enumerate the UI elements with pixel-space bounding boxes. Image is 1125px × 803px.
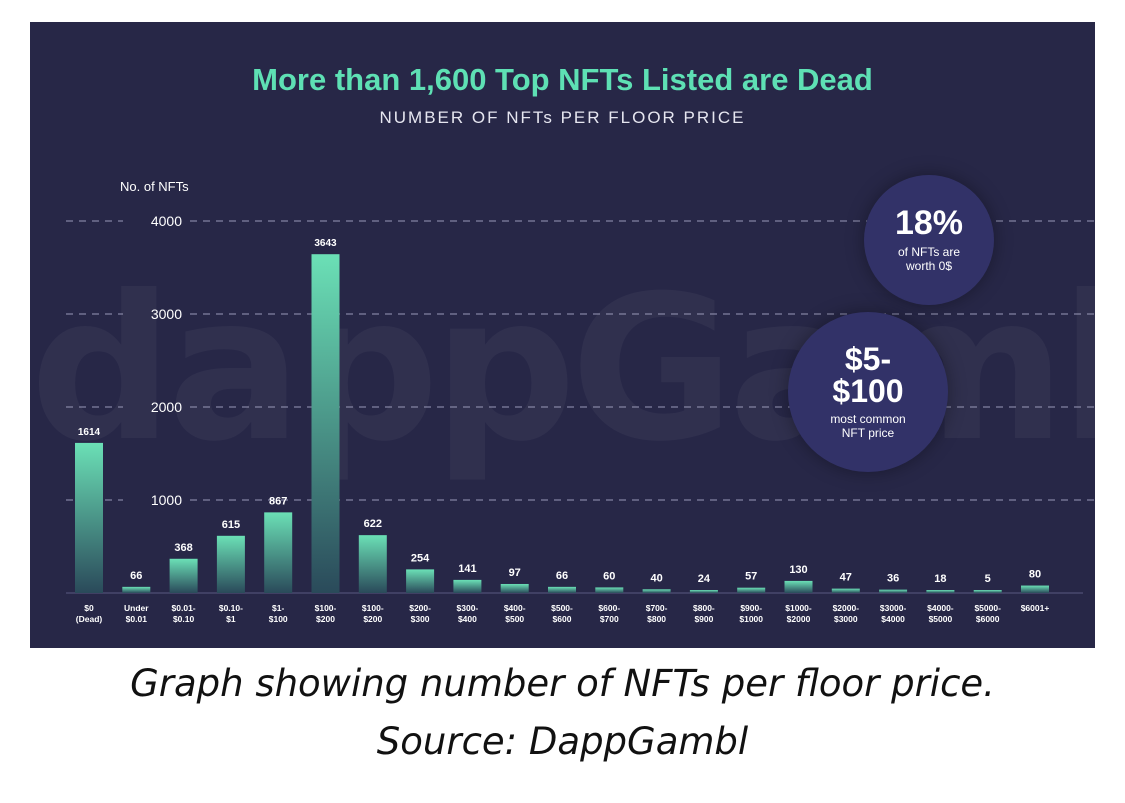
bar-value-label: 18 bbox=[934, 573, 946, 585]
bar-value-label: 130 bbox=[789, 564, 807, 576]
bar bbox=[264, 512, 293, 593]
bar-value-label: 80 bbox=[1029, 569, 1041, 581]
bar-value-label: 622 bbox=[364, 518, 382, 530]
x-tick-label: $4000-$5000 bbox=[927, 603, 954, 624]
bar bbox=[784, 580, 813, 593]
chart: No. of NFTs 1000 2000 3000 4000 1614 $0 (Dead) 6… bbox=[66, 179, 1095, 624]
bar bbox=[879, 589, 908, 593]
bar bbox=[548, 586, 576, 593]
bar bbox=[926, 590, 955, 593]
bar-value-label: 47 bbox=[840, 572, 852, 584]
bar-value-label: 254 bbox=[411, 552, 430, 564]
bar bbox=[169, 558, 198, 593]
x-tick-label: $700-$800 bbox=[646, 603, 668, 624]
chart-subtitle: NUMBER OF NFTs PER FLOOR PRICE bbox=[379, 108, 746, 127]
bar bbox=[216, 535, 245, 593]
callout-text-line: NFT price bbox=[841, 426, 895, 440]
x-tick-label: $800-$900 bbox=[693, 603, 715, 624]
bar bbox=[831, 588, 860, 593]
x-tick-label: $300-$400 bbox=[457, 603, 479, 624]
bar-value-label: 141 bbox=[458, 563, 476, 575]
bar-value-label: 66 bbox=[556, 570, 568, 582]
y-tick-label: 4000 bbox=[151, 213, 182, 229]
bar-value-label: 3643 bbox=[314, 238, 337, 249]
callout-value: 18% bbox=[894, 204, 964, 243]
callout-common-price: $5- $100 most common NFT price bbox=[788, 312, 948, 472]
x-tick-label: $100-$200 bbox=[315, 603, 337, 624]
y-tick-label: 1000 bbox=[151, 492, 182, 508]
x-tick-label: $1-$100 bbox=[269, 603, 288, 624]
y-tick-label: 3000 bbox=[151, 306, 182, 322]
x-tick-label: $900-$1000 bbox=[739, 603, 763, 624]
caption-source: Source: DappGambl bbox=[376, 720, 749, 763]
bar bbox=[595, 587, 624, 593]
callout-value-line: $100 bbox=[832, 373, 904, 410]
bar bbox=[500, 583, 529, 593]
x-tick-label: $0.10-$1 bbox=[219, 603, 243, 624]
x-tick-label: $0.01-$0.10 bbox=[172, 603, 196, 624]
bar-value-label: 57 bbox=[745, 571, 757, 583]
y-tick-label: 2000 bbox=[151, 399, 182, 415]
bar-value-label: 5 bbox=[985, 573, 991, 585]
bar-value-label: 1614 bbox=[78, 427, 101, 438]
bar-value-label: 24 bbox=[698, 573, 711, 585]
bar bbox=[1021, 585, 1049, 593]
bar bbox=[358, 535, 387, 593]
x-tick-label: $0 (Dead) bbox=[76, 603, 103, 624]
bar-value-label: 368 bbox=[174, 542, 192, 554]
bar-value-label: 60 bbox=[603, 570, 615, 582]
x-tick-label: $3000-$4000 bbox=[880, 603, 907, 624]
x-tick-label: $1000-$2000 bbox=[785, 603, 812, 624]
bar-value-label: 615 bbox=[222, 519, 240, 531]
bar bbox=[689, 590, 718, 593]
bar bbox=[75, 442, 103, 593]
bar bbox=[642, 589, 671, 593]
x-tick-label: $200-$300 bbox=[409, 603, 431, 624]
bar bbox=[973, 590, 1002, 593]
chart-title: More than 1,600 Top NFTs Listed are Dead bbox=[252, 62, 873, 97]
y-axis-label: No. of NFTs bbox=[120, 179, 189, 194]
bar bbox=[122, 586, 151, 593]
bar-value-label: 867 bbox=[269, 495, 287, 507]
x-tick-label: Under $0.01 bbox=[124, 603, 149, 624]
x-tick-label: $400-$500 bbox=[504, 603, 526, 624]
x-tick-label: $5000-$6000 bbox=[974, 603, 1001, 624]
caption-line: Graph showing number of NFTs per floor p… bbox=[130, 662, 995, 705]
callout-text-line: worth 0$ bbox=[905, 259, 953, 273]
bar bbox=[737, 587, 766, 593]
callout-text-line: of NFTs are bbox=[897, 245, 960, 260]
chart-panel: dappGambl No. of NFTs1000200030004000161… bbox=[30, 22, 1095, 648]
bar-value-label: 66 bbox=[130, 570, 142, 582]
x-tick-label: $100-$200 bbox=[362, 603, 384, 624]
bar bbox=[406, 569, 435, 593]
bar-value-label: 97 bbox=[509, 567, 521, 579]
callout-value-line: $5- bbox=[844, 341, 892, 378]
x-tick-label: $2000-$3000 bbox=[833, 603, 860, 624]
x-tick-label: $500-$600 bbox=[551, 603, 573, 624]
callout-18-percent: 18% of NFTs are worth 0$ bbox=[864, 175, 994, 305]
x-tick-label: $600-$700 bbox=[598, 603, 620, 624]
x-tick-label: $6001+ bbox=[1021, 603, 1050, 613]
bar bbox=[453, 579, 482, 593]
bar-value-label: 40 bbox=[650, 572, 662, 584]
callout-text-line: most common bbox=[830, 412, 906, 427]
bar bbox=[311, 254, 340, 594]
bar-value-label: 36 bbox=[887, 573, 899, 585]
